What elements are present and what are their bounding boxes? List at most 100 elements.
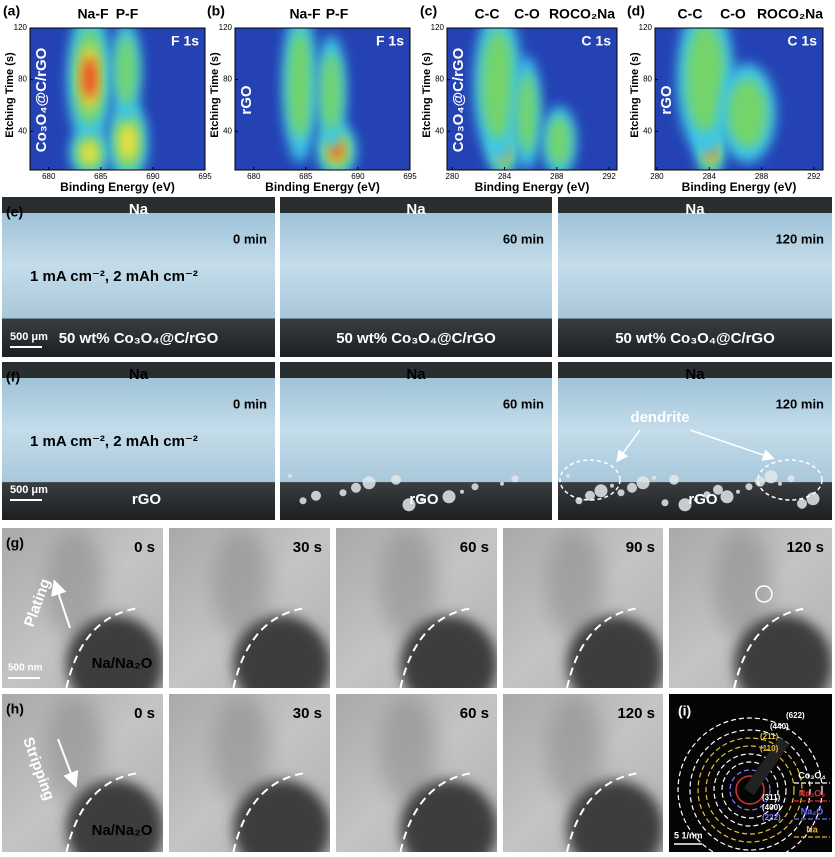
arrow — [616, 429, 641, 463]
dendrite-particle — [778, 481, 782, 486]
peak-label: C-O — [514, 6, 540, 22]
heatmap — [655, 28, 823, 170]
tem-image — [336, 694, 497, 852]
y-axis-label: Etching Time (s) — [629, 52, 641, 138]
particle — [45, 694, 104, 805]
x-tick-label: 288 — [755, 172, 769, 181]
boundary — [65, 772, 139, 852]
dendrite-particle — [669, 474, 679, 485]
particle — [546, 694, 604, 805]
peak-label: C-C — [678, 6, 703, 22]
time-label: 60 min — [503, 231, 544, 246]
legend-label: Na — [806, 824, 818, 834]
na-metal — [2, 378, 275, 483]
highlight — [757, 459, 823, 501]
y-tick-label: 120 — [431, 23, 445, 32]
time-label: 120 s — [786, 539, 824, 556]
legend-label: Co₃O₄ — [798, 770, 825, 780]
dendrite-particle — [745, 483, 753, 491]
arrow — [51, 579, 71, 629]
x-axis-label: Binding Energy (eV) — [475, 180, 590, 194]
x-tick-label: 685 — [94, 172, 108, 181]
boundary — [399, 607, 473, 688]
na-metal — [558, 378, 832, 483]
time-label: 60 s — [460, 705, 489, 722]
x-tick-label: 695 — [403, 172, 417, 181]
y-tick-label: 80 — [643, 75, 652, 84]
intensity — [727, 78, 768, 148]
plot-frame — [29, 27, 206, 171]
dendrite-particle — [460, 489, 464, 494]
arrow — [57, 738, 79, 788]
sample-label: rGO — [658, 85, 675, 115]
time-label: 30 s — [293, 539, 322, 556]
beam-stop — [743, 737, 790, 796]
highlight — [559, 459, 621, 501]
marker-circle — [755, 585, 773, 603]
x-tick-label: 690 — [146, 172, 160, 181]
particle — [212, 528, 271, 640]
substrate-label: 50 wt% Co₃O₄@C/rGO — [615, 330, 775, 347]
time-label: 0 s — [134, 705, 155, 722]
particle — [546, 528, 604, 640]
dendrite-particle — [627, 482, 637, 493]
peak-label: Na-F — [77, 6, 109, 22]
dendrite-particle — [566, 473, 570, 478]
dendrite-particle — [764, 470, 778, 484]
electrode-label: Na — [129, 366, 149, 383]
dendrite-particle — [339, 489, 347, 497]
diffraction-bg — [669, 694, 832, 852]
x-tick-label: 680 — [247, 172, 261, 181]
x-tick-label: 680 — [42, 172, 56, 181]
intensity — [685, 28, 726, 133]
ring — [729, 769, 771, 811]
boundary — [232, 607, 306, 688]
na-metal — [280, 213, 552, 319]
dendrite-particle — [511, 475, 519, 483]
panel-label: (c) — [420, 3, 437, 19]
sample-label: Co₃O₄@C/rGO — [450, 47, 467, 152]
panel-label: (f) — [6, 369, 20, 385]
substrate — [2, 318, 275, 357]
core-level: C 1s — [581, 33, 611, 49]
dendrite-particle — [351, 482, 361, 493]
plot-frame — [654, 27, 824, 171]
plot-frame — [234, 27, 411, 171]
dendrite-particle — [594, 484, 608, 498]
dendrite-particle — [362, 476, 376, 490]
dendrite-particle — [610, 483, 614, 488]
y-tick-label: 120 — [219, 23, 233, 32]
peak-label: ROCO₂Na — [757, 6, 823, 22]
time-label: 120 min — [776, 396, 824, 411]
substrate-label: rGO — [132, 491, 162, 508]
y-axis-label: Etching Time (s) — [421, 52, 433, 138]
tem-image — [169, 528, 330, 688]
electrode-label: Na — [685, 201, 705, 218]
time-label: 120 s — [617, 705, 655, 722]
intensity — [82, 56, 97, 99]
particle — [45, 528, 104, 640]
x-tick-label: 280 — [650, 172, 664, 181]
dendrite-particle — [736, 489, 740, 494]
y-tick-label: 40 — [435, 126, 444, 135]
x-tick-label: 292 — [807, 172, 821, 181]
ring-label: (440) — [770, 722, 789, 731]
intensity — [516, 73, 537, 153]
intensity — [547, 116, 571, 167]
substrate-label: 50 wt% Co₃O₄@C/rGO — [59, 330, 219, 347]
boundary — [566, 607, 640, 688]
dendrite-particle — [806, 492, 820, 506]
substrate-label: rGO — [688, 491, 718, 508]
dendrite-particle — [797, 498, 807, 509]
panel-label: (h) — [6, 701, 24, 717]
peak-label: C-O — [720, 6, 746, 22]
peak-label: Na-F — [289, 6, 321, 22]
core-level: F 1s — [171, 33, 199, 49]
ring — [721, 761, 779, 819]
legend-label: Na₂O₂ — [799, 788, 826, 798]
x-tick-label: 284 — [703, 172, 717, 181]
x-axis-label: Binding Energy (eV) — [682, 180, 797, 194]
scale-bar-label: 500 nm — [8, 663, 43, 674]
na-metal — [558, 213, 832, 319]
